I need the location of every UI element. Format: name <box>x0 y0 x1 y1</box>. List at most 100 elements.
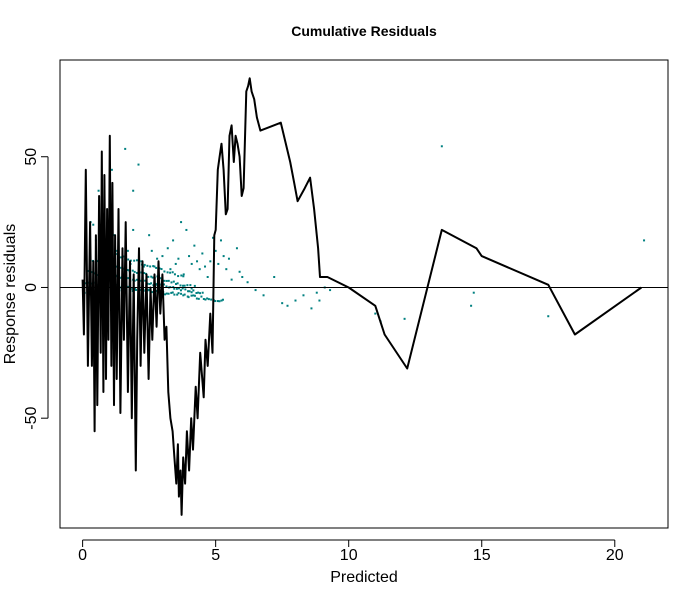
residual-point <box>127 258 130 261</box>
residual-point <box>235 247 238 250</box>
residual-point <box>198 268 201 271</box>
residual-point <box>110 168 113 171</box>
residual-point <box>166 247 169 250</box>
residual-point <box>164 293 167 296</box>
residual-point <box>155 289 158 292</box>
residual-point <box>217 262 220 265</box>
residual-point <box>174 262 177 265</box>
residual-point <box>151 291 154 294</box>
residual-point <box>374 312 377 315</box>
residual-point <box>167 279 170 282</box>
residual-point <box>167 292 170 295</box>
residual-point <box>133 287 136 290</box>
residual-point <box>132 189 135 192</box>
residual-point <box>92 223 95 226</box>
residual-point <box>190 291 193 294</box>
residual-point <box>182 275 185 278</box>
residual-point <box>152 265 155 268</box>
residual-point <box>150 249 153 252</box>
x-tick-label: 15 <box>473 547 491 564</box>
residual-point <box>195 297 198 300</box>
residual-point <box>182 273 185 276</box>
residual-point <box>150 282 153 285</box>
plot-frame <box>59 59 669 529</box>
residual-point <box>281 302 284 305</box>
residual-point <box>177 257 180 260</box>
residual-point <box>177 292 180 295</box>
residual-point <box>170 281 173 284</box>
residual-point <box>318 299 321 302</box>
residual-point <box>172 280 175 283</box>
residual-point <box>176 293 179 296</box>
residual-point <box>126 269 129 272</box>
residual-point <box>201 291 204 294</box>
x-tick-label: 5 <box>211 547 220 564</box>
residual-point <box>163 270 166 273</box>
residual-point <box>294 299 297 302</box>
residual-point <box>218 300 221 303</box>
residual-point <box>155 266 158 269</box>
residual-point <box>190 262 193 265</box>
residual-point <box>210 298 213 301</box>
residual-point <box>440 145 443 148</box>
residual-point <box>193 284 196 287</box>
residual-point <box>193 294 196 297</box>
residual-point <box>143 272 146 275</box>
residual-point <box>204 298 207 301</box>
residual-point <box>179 284 182 287</box>
residual-point <box>119 276 122 279</box>
residual-point <box>126 249 129 252</box>
residual-point <box>159 277 162 280</box>
residual-point <box>186 284 189 287</box>
residual-point <box>262 294 265 297</box>
residual-point <box>302 294 305 297</box>
residual-point <box>189 284 192 287</box>
residual-point <box>329 289 332 292</box>
residual-point <box>547 315 550 318</box>
residual-point <box>151 276 154 279</box>
residual-point <box>173 273 176 276</box>
residual-point <box>144 279 147 282</box>
residual-point <box>134 288 137 291</box>
residual-point <box>169 268 172 271</box>
residual-point <box>197 291 200 294</box>
residual-point <box>286 304 289 307</box>
residual-point <box>192 289 195 292</box>
residual-point <box>180 292 183 295</box>
x-axis: 0 5 10 15 20 <box>78 539 624 564</box>
residual-point <box>643 239 646 242</box>
residual-point <box>166 271 169 274</box>
residual-point <box>161 255 164 258</box>
residual-point <box>182 294 185 297</box>
residual-point <box>140 260 143 263</box>
residual-point <box>310 307 313 310</box>
residual-point <box>142 265 145 268</box>
residual-point <box>170 291 173 294</box>
residual-point <box>127 277 130 280</box>
residual-point <box>177 275 180 278</box>
residual-point <box>222 255 225 258</box>
residual-point <box>177 287 180 290</box>
residual-point <box>214 249 217 252</box>
residual-point <box>193 244 196 247</box>
residual-point <box>136 271 139 274</box>
residual-point <box>156 257 159 260</box>
residual-point <box>175 287 178 290</box>
residual-point <box>129 259 132 262</box>
residual-point <box>180 221 183 224</box>
residual-point <box>160 268 163 271</box>
residual-point <box>246 281 249 284</box>
residual-point <box>219 239 222 242</box>
residual-point <box>181 287 184 290</box>
residual-point <box>127 285 130 288</box>
x-tick-label: 0 <box>78 547 87 564</box>
y-tick-label: -50 <box>23 407 40 430</box>
residual-point <box>146 264 149 267</box>
residual-point <box>137 163 140 166</box>
residual-point <box>173 293 176 296</box>
residual-point <box>230 278 233 281</box>
residual-point <box>206 297 209 300</box>
residual-point <box>184 288 187 291</box>
y-tick-label: 0 <box>23 283 40 292</box>
